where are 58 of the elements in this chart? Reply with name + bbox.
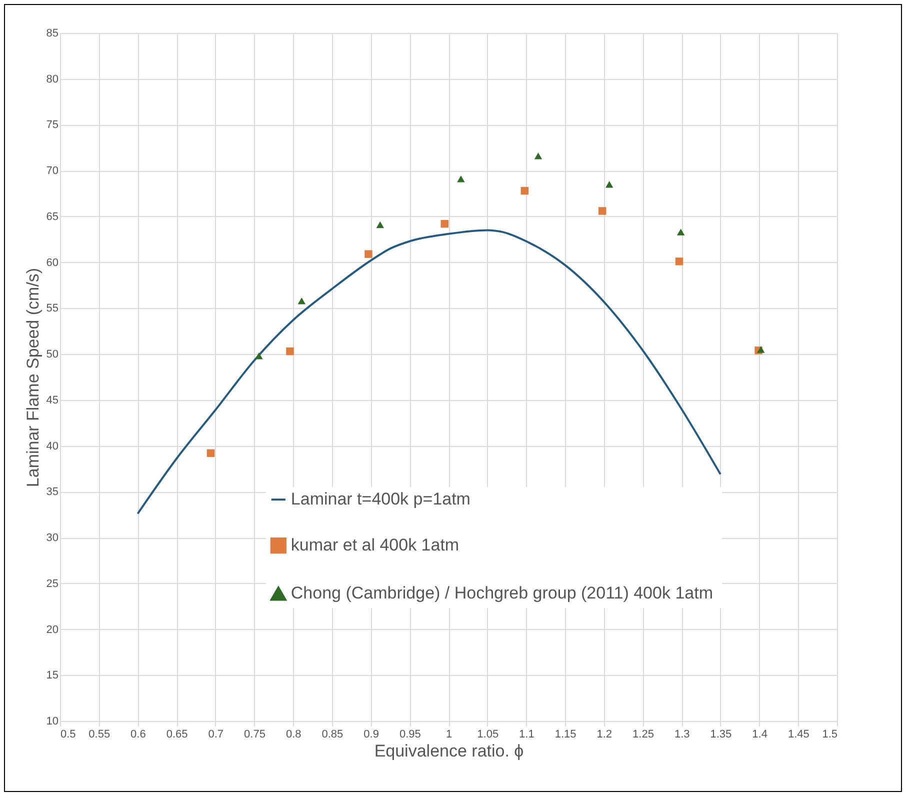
x-tick-label: 1.1 <box>519 728 534 740</box>
point <box>364 250 372 258</box>
y-tick-label: 15 <box>46 670 58 682</box>
y-tick-label: 30 <box>46 532 58 544</box>
point <box>676 228 685 236</box>
y-tick-label: 45 <box>46 394 58 406</box>
x-tick-label: 1.2 <box>596 728 612 740</box>
point <box>440 220 448 228</box>
x-tick-label: 0.5 <box>60 728 76 740</box>
point <box>376 221 384 228</box>
y-tick-label: 65 <box>46 210 58 223</box>
point <box>206 449 215 458</box>
y-tick-label: 70 <box>46 165 58 178</box>
point <box>675 258 684 266</box>
legend-label: Laminar t=400k p=1atm <box>290 490 470 509</box>
y-tick-label: 40 <box>46 440 58 452</box>
y-tick-label: 10 <box>46 716 58 728</box>
y-tick-label: 35 <box>46 486 58 498</box>
point <box>534 152 542 160</box>
y-tick-label: 75 <box>46 119 58 132</box>
x-tick-label: 0.65 <box>166 728 188 740</box>
point <box>756 346 765 353</box>
point <box>286 347 294 356</box>
x-axis-title: Equivalence ratio. ϕ <box>374 742 524 760</box>
point <box>605 181 614 188</box>
point <box>298 298 306 304</box>
x-tick-label: 0.8 <box>286 728 302 740</box>
point <box>598 207 606 215</box>
y-tick-label: 60 <box>46 256 58 269</box>
x-tick-label: 0.7 <box>208 728 224 740</box>
x-tick-label: 1.05 <box>477 728 499 740</box>
x-tick-label: 0.95 <box>399 728 421 740</box>
legend-label: kumar et al 400k 1atm <box>290 536 460 555</box>
y-tick-label: 25 <box>46 578 58 590</box>
y-axis-title: Laminar Flame Speed (cm/s) <box>23 268 42 488</box>
x-tick-label: 0.75 <box>244 728 266 740</box>
legend-label: Chong (Cambridge) / Hochgreb group (2011) 400k 1atm <box>290 584 713 603</box>
y-tick-label: 20 <box>46 624 58 636</box>
x-tick-label: 1 <box>446 728 452 740</box>
x-tick-label: 1.25 <box>632 728 654 740</box>
x-tick-label: 0.9 <box>364 728 379 740</box>
y-tick-label: 55 <box>46 302 58 315</box>
y-tick-label: 80 <box>46 73 58 86</box>
x-tick-label: 0.85 <box>322 728 344 740</box>
y-tick-label: 50 <box>46 348 58 361</box>
x-tick-label: 0.6 <box>130 728 146 740</box>
x-tick-label: 1.35 <box>710 728 732 740</box>
x-tick-label: 1.3 <box>674 728 690 740</box>
x-tick-label: 1.15 <box>554 728 576 740</box>
x-tick-label: 0.55 <box>88 728 110 740</box>
point <box>255 352 263 360</box>
line-series <box>136 229 722 515</box>
x-tick-label: 1.5 <box>822 728 838 740</box>
point <box>457 176 465 182</box>
x-tick-label: 1.4 <box>752 728 768 740</box>
point <box>520 186 529 195</box>
y-tick-label: 85 <box>46 28 58 40</box>
x-tick-label: 1.45 <box>788 728 810 740</box>
